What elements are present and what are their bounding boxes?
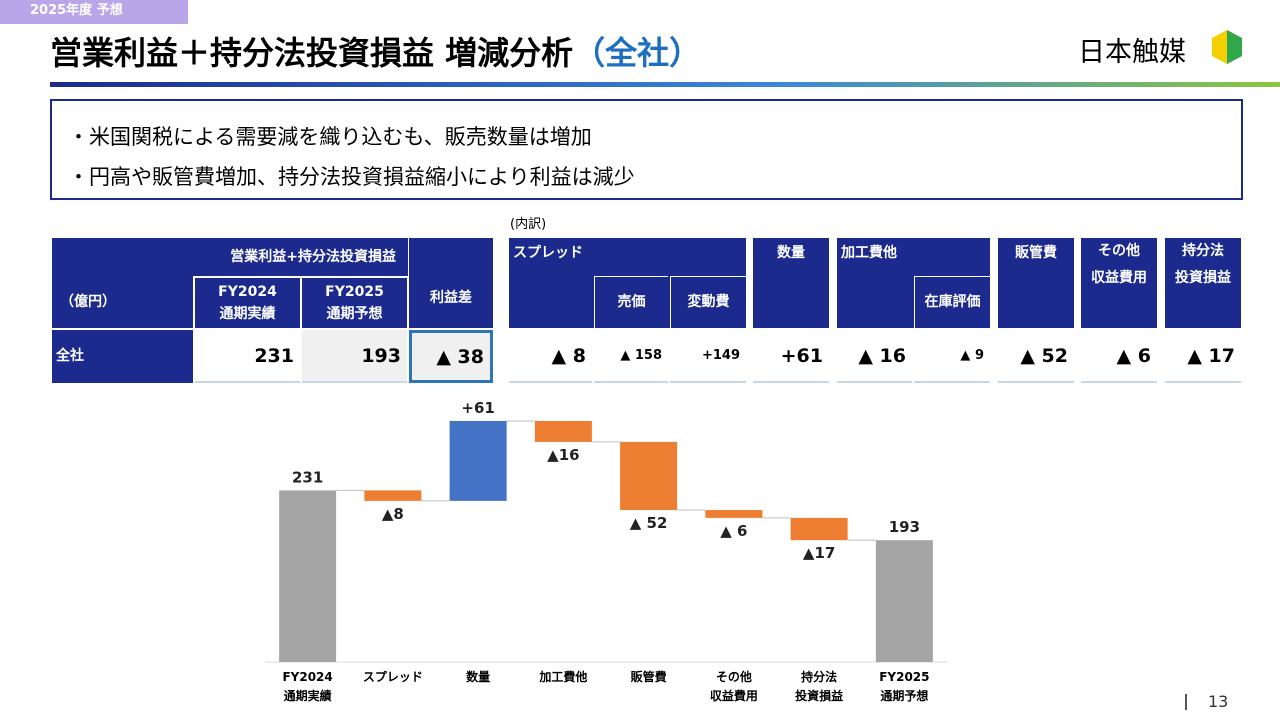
title: 営業利益＋持分法投資損益 増減分析（全社）	[50, 28, 701, 74]
header-cell: その他 収益費用	[1081, 238, 1157, 328]
logo-icon	[1212, 30, 1242, 64]
header-cell: 利益差	[409, 238, 493, 328]
bar	[279, 490, 337, 662]
logo: 日本触媒	[1078, 37, 1186, 68]
bar	[705, 510, 763, 518]
bullet: ・円高や販管費増加、持分法投資損益縮小により利益は減少	[68, 165, 635, 189]
x-tick-label: FY2025 通期予想	[879, 670, 930, 704]
title-main: 営業利益＋持分法投資損益 増減分析	[50, 34, 574, 72]
data-label: 231	[292, 468, 323, 486]
data-label: 193	[889, 518, 920, 536]
header-cell: FY2024 通期実績	[195, 278, 300, 328]
bar	[449, 420, 507, 501]
x-tick-label: スプレッド	[362, 670, 423, 684]
value-cell: ▲ 6	[1081, 330, 1157, 383]
header-cell: FY2025 通期予想	[302, 278, 407, 328]
data-label: ▲ 6	[720, 522, 747, 540]
value-cell: +61	[753, 330, 829, 383]
x-tick-label: 持分法 投資損益	[795, 670, 844, 704]
header-cell: （億円）	[52, 276, 193, 328]
page-rule	[1185, 694, 1187, 710]
value-cell: ▲ 17	[1165, 330, 1241, 383]
value-cell: ▲ 9	[914, 330, 990, 383]
bullet-box: ・米国関税による需要減を織り込むも、販売数量は増加 ・円高や販管費増加、持分法投…	[50, 99, 1243, 200]
note: (内訳)	[510, 217, 547, 232]
bar	[790, 517, 848, 541]
value-cell: ▲ 38	[409, 330, 493, 383]
data-label: ▲17	[803, 544, 835, 562]
x-tick-label: 加工費他	[539, 670, 588, 684]
bullet: ・米国関税による需要減を織り込むも、販売数量は増加	[68, 125, 592, 149]
row-header: 全社	[52, 330, 193, 383]
data-label: +61	[461, 399, 494, 417]
value-cell: +149	[670, 330, 746, 383]
bar	[364, 490, 422, 501]
data-label: ▲16	[547, 446, 579, 464]
header-cell	[52, 238, 193, 276]
value-cell: 231	[195, 330, 300, 383]
value-cell: ▲ 8	[509, 330, 592, 383]
data-label: ▲ 52	[630, 514, 668, 532]
x-tick-label: 数量	[466, 670, 491, 684]
value-cell: ▲ 52	[998, 330, 1074, 383]
bar	[534, 420, 592, 442]
page-number: 13	[1208, 692, 1229, 711]
x-tick-label: FY2024 通期実績	[282, 670, 333, 704]
value-cell: 193	[302, 330, 407, 383]
value-cell: ▲ 16	[837, 330, 912, 383]
header-cell: 在庫評価	[914, 276, 990, 328]
header-cell: 変動費	[670, 276, 746, 328]
bar	[620, 441, 678, 511]
header-cell: 持分法 投資損益	[1165, 238, 1241, 328]
data-label: ▲8	[382, 505, 404, 523]
header-cell: 販管費	[998, 238, 1074, 328]
header-cell: 売価	[594, 276, 668, 328]
x-tick-label: その他 収益費用	[709, 670, 758, 704]
title-suffix: （全社）	[573, 34, 702, 72]
x-tick-label: 販管費	[630, 670, 667, 684]
header-cell: 数量	[753, 238, 829, 328]
value-cell: ▲ 158	[594, 330, 668, 383]
bar	[875, 540, 933, 662]
tag: 2025年度 予想	[0, 0, 188, 24]
title-rule	[50, 82, 1280, 87]
